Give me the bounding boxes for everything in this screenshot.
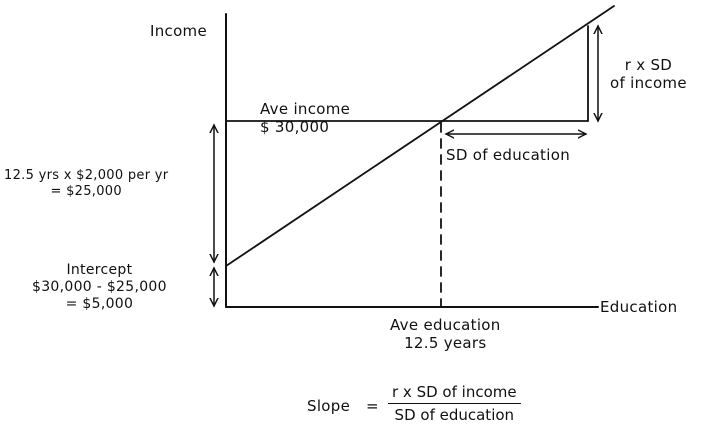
- average-income-label: Ave income $ 30,000: [260, 100, 350, 136]
- slope-denominator: SD of education: [394, 406, 515, 424]
- slope-fraction: r x SD of income SD of education: [388, 383, 521, 424]
- r-sd-income-line-1: r x SD: [624, 56, 673, 74]
- r-sd-income-line-2: of income: [610, 74, 687, 92]
- average-income-title: Ave income: [260, 100, 351, 118]
- x-axis-label: Education: [600, 298, 678, 316]
- intercept-value: = $5,000: [65, 295, 134, 312]
- y-axis-label: Income: [150, 22, 207, 40]
- intercept-label: Intercept $30,000 - $25,000 = $5,000: [32, 262, 167, 312]
- rise-amount-line-2: = $25,000: [50, 183, 122, 199]
- r-sd-income-label: r x SD of income: [610, 56, 687, 92]
- average-income-value: $ 30,000: [260, 118, 330, 136]
- sd-education-label: SD of education: [446, 146, 570, 164]
- slope-label: Slope: [307, 397, 351, 415]
- regression-line: [225, 5, 615, 267]
- average-education-title: Ave education: [390, 316, 501, 334]
- average-education-value: 12.5 years: [404, 334, 487, 352]
- intercept-title: Intercept: [66, 262, 133, 278]
- rise-amount-label: 12.5 yrs x $2,000 per yr = $25,000: [4, 168, 168, 199]
- slope-numerator: r x SD of income: [388, 383, 521, 404]
- average-education-label: Ave education 12.5 years: [390, 316, 501, 352]
- intercept-calculation: $30,000 - $25,000: [32, 278, 167, 295]
- rise-amount-line-1: 12.5 yrs x $2,000 per yr: [4, 168, 169, 183]
- equals-sign: =: [366, 397, 379, 415]
